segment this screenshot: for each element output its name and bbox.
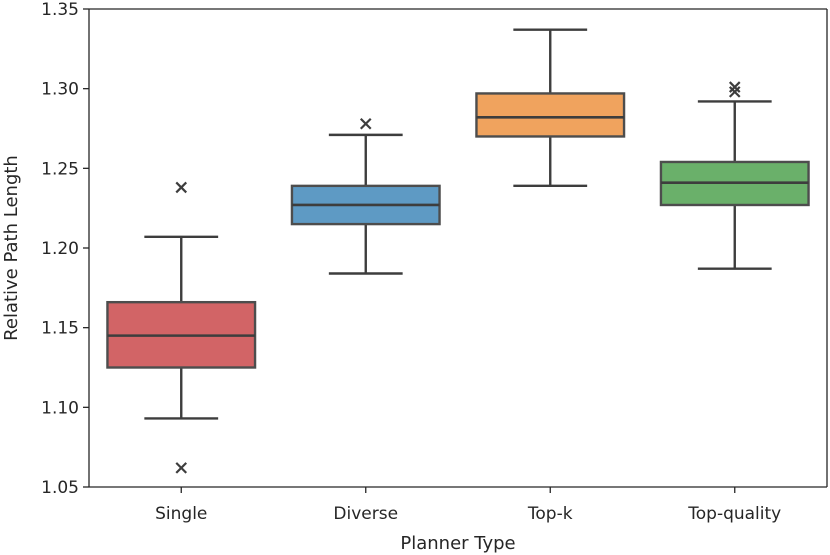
outlier-stroke	[728, 86, 741, 98]
outlier-marker	[728, 81, 741, 93]
y-tick-label: 1.20	[41, 239, 79, 259]
y-tick-label: 1.30	[41, 80, 79, 100]
y-tick-label: 1.05	[41, 478, 79, 498]
outlier-marker	[728, 86, 741, 98]
box-iqr	[475, 92, 626, 138]
x-tick-label: Single	[155, 504, 207, 524]
outlier-stroke	[359, 117, 372, 130]
y-tick-label: 1.10	[41, 398, 79, 418]
y-tick-label: 1.35	[41, 0, 79, 20]
plot-area	[106, 28, 810, 474]
box-group-top-quality	[659, 81, 810, 270]
outlier-marker	[175, 462, 188, 474]
x-axis-ticks: Single Diverse Top-k Top-quality	[155, 487, 781, 524]
y-tick-label: 1.25	[41, 159, 79, 179]
outlier-stroke	[175, 462, 188, 474]
x-tick-label: Top-k	[527, 504, 573, 524]
box-group-diverse	[290, 117, 441, 275]
box-group-top-k	[475, 28, 626, 188]
box-group-single	[106, 181, 257, 474]
x-tick-label: Top-quality	[687, 504, 781, 524]
x-tick-label: Diverse	[333, 504, 398, 524]
y-axis-ticks: 1.05 1.10 1.15 1.20 1.25 1.30 1.35	[41, 0, 89, 498]
outlier-marker	[175, 181, 188, 194]
x-axis-label: Planner Type	[400, 533, 515, 554]
outlier-stroke	[728, 81, 741, 93]
outlier-stroke	[175, 181, 188, 194]
y-tick-label: 1.15	[41, 319, 79, 339]
outlier-marker	[359, 117, 372, 130]
y-axis-label: Relative Path Length	[1, 155, 22, 341]
